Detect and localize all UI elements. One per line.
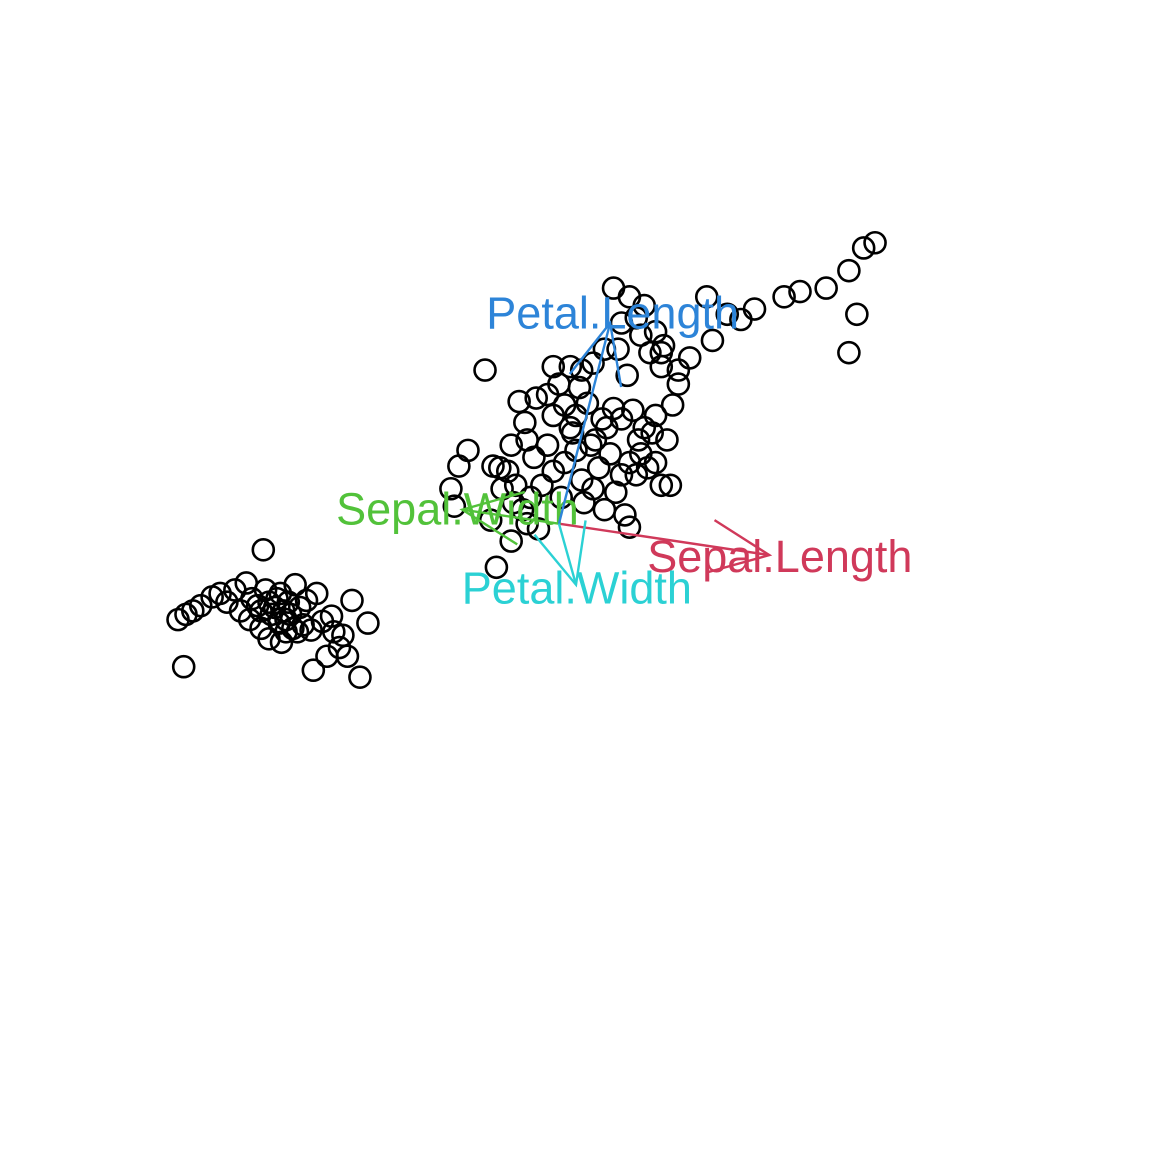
- scatter-point: [615, 363, 639, 388]
- scatter-point: [649, 354, 674, 379]
- scatter-point: [655, 428, 679, 452]
- scatter-point: [507, 389, 531, 414]
- scatter-point: [606, 337, 630, 361]
- scatter-point: [603, 480, 628, 505]
- scatter-point: [624, 305, 649, 330]
- scatter-point: [677, 346, 702, 370]
- scatter-point: [285, 620, 310, 644]
- vector-arrow-petal-width: [557, 523, 578, 586]
- scatter-point: [541, 354, 566, 379]
- scatter-point: [287, 595, 312, 620]
- scatter-point: [621, 398, 645, 423]
- vectors-layer: Sepal.Length Sepal.Width Petal.Length Petal…: [336, 287, 912, 613]
- vector-arrow-sepal-width: [462, 508, 560, 525]
- scatter-point: [499, 433, 523, 457]
- scatter-point: [304, 581, 329, 606]
- scatter-point: [694, 285, 719, 309]
- scatter-point: [837, 340, 861, 365]
- vector-arrowhead-sepal-width: [459, 490, 526, 546]
- scatter-point: [660, 393, 685, 417]
- scatter-point: [442, 494, 467, 519]
- scatter-point: [643, 319, 668, 344]
- scatter-point: [851, 236, 876, 260]
- scatter-point: [501, 490, 526, 515]
- scatter-point: [581, 351, 605, 375]
- scatter-point: [666, 372, 691, 396]
- scatter-point: [549, 485, 574, 510]
- scatter-point: [524, 386, 549, 410]
- scatter-point: [715, 302, 740, 327]
- scatter-point: [845, 302, 869, 327]
- scatter-point: [558, 354, 583, 379]
- scatter-point: [666, 358, 691, 382]
- scatter-point: [617, 515, 642, 539]
- scatter-point: [609, 462, 634, 487]
- scatter-point: [837, 258, 861, 283]
- scatter-point: [863, 230, 887, 255]
- scatter-point: [249, 599, 273, 623]
- vector-label-petal-width: Petal.Width: [462, 562, 692, 613]
- vector-arrowhead-sepal-length: [706, 519, 773, 574]
- scatter-point: [629, 323, 653, 348]
- vector-label-petal-length: Petal.Length: [486, 287, 739, 338]
- scatter-point: [515, 428, 539, 452]
- scatter-point: [447, 454, 471, 478]
- scatter-point: [535, 433, 560, 457]
- scatter-point: [700, 328, 725, 353]
- scatter-point: [335, 644, 360, 669]
- vector-arrowhead-petal-length: [568, 320, 623, 388]
- scatter-point: [473, 358, 497, 382]
- scatter-point: [586, 456, 611, 480]
- scatter-point: [499, 529, 523, 553]
- scatter-point: [495, 459, 520, 484]
- scatter-point: [640, 421, 664, 445]
- scatter-point: [772, 285, 796, 309]
- scatter-point: [319, 604, 344, 628]
- scatter-point: [301, 658, 326, 683]
- scatter-point: [513, 410, 537, 435]
- scatter-point: [484, 555, 509, 580]
- scatter-point: [439, 476, 463, 501]
- scatter-point: [601, 276, 626, 300]
- scatter-point: [788, 279, 812, 304]
- scatter-point: [613, 503, 637, 527]
- vector-arrow-petal-length: [557, 322, 612, 524]
- vector-label-sepal-length: Sepal.Length: [647, 531, 912, 582]
- vector-arrow-sepal-length: [558, 522, 770, 557]
- scatter-point: [171, 654, 196, 679]
- scatter-point: [515, 511, 539, 536]
- scatter-point: [274, 620, 298, 644]
- scatter-point: [643, 403, 668, 428]
- scatter-point: [257, 590, 281, 614]
- scatter-point: [626, 428, 651, 452]
- scatter-point: [572, 490, 596, 515]
- scatter-point: [592, 497, 617, 522]
- scatter-point: [814, 276, 838, 300]
- scatter-point: [356, 611, 380, 635]
- scatter-point: [251, 538, 276, 562]
- scatter-point: [348, 665, 372, 690]
- scatter-point: [578, 433, 603, 457]
- scatter-point: [649, 473, 674, 498]
- scatter-point: [643, 450, 668, 475]
- scatter-point: [327, 635, 352, 660]
- vector-label-sepal-width: Sepal.Width: [336, 483, 579, 534]
- scatter-point: [658, 473, 683, 498]
- scatter-point: [518, 485, 543, 510]
- scatter-point: [541, 459, 566, 484]
- scatter-point: [742, 297, 767, 321]
- scatter-point: [456, 438, 480, 463]
- scatter-point: [598, 442, 622, 466]
- scatter-point: [340, 588, 364, 613]
- vector-arrowhead-petal-width: [533, 520, 587, 588]
